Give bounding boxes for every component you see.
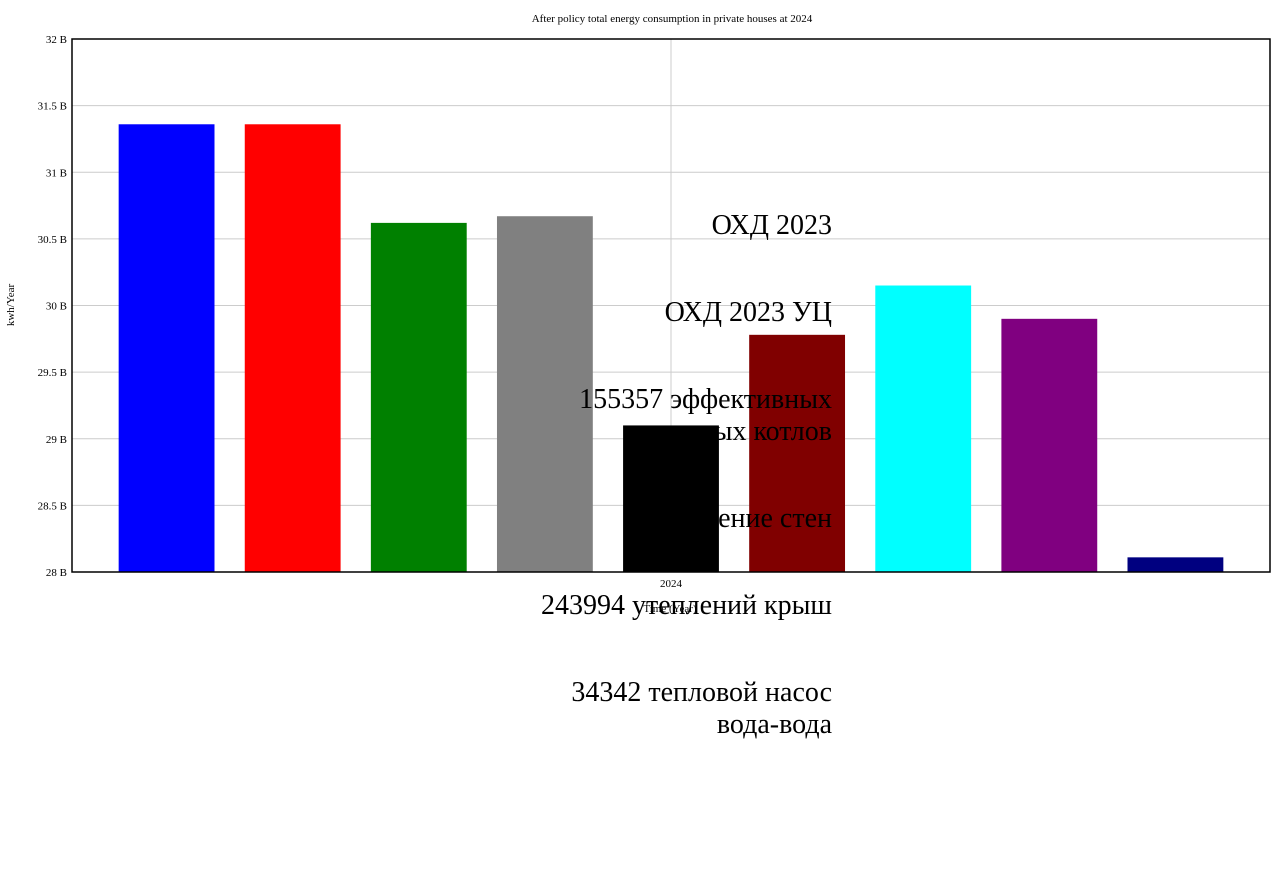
y-axis-label: kwh/Year	[5, 284, 17, 327]
legend-entry: ОХД 2023 УЦ	[664, 297, 832, 328]
y-tick-label: 28 B	[46, 567, 67, 579]
y-tick-label: 29.5 B	[38, 367, 67, 379]
legend-entry: утепление стен	[650, 503, 832, 534]
y-tick-label: 30.5 B	[38, 234, 67, 246]
legend-entry: ОХД 2023	[711, 210, 832, 241]
x-tick-label: 2024	[660, 578, 683, 590]
bar	[370, 222, 467, 572]
axes	[71, 38, 1271, 573]
plot-frame	[71, 38, 1271, 573]
y-tick-label: 31 B	[46, 167, 67, 179]
y-tick-label: 28.5 B	[38, 500, 67, 512]
legend-entry: 155357 эффективных угольных котлов	[579, 384, 832, 447]
bar	[623, 425, 719, 572]
y-tick-label: 31.5 B	[38, 101, 67, 113]
legend-entry: 243994 утеплений крыш	[541, 590, 832, 621]
x-axis-label: Time (Year)	[643, 603, 697, 615]
legend-entry: 34342 тепловой насос вода-вода	[571, 677, 832, 740]
bar	[875, 285, 972, 572]
bar	[244, 124, 341, 572]
bar	[1127, 557, 1224, 572]
chart-title: After policy total energy consumption in…	[532, 13, 813, 25]
bar	[118, 124, 215, 572]
bar	[1001, 318, 1098, 572]
y-tick-label: 29 B	[46, 434, 67, 446]
y-tick-label: 30 B	[46, 301, 67, 313]
legend: ОХД 2023 ОХД 2023 УЦ 155357 эффективных …	[512, 210, 832, 796]
tick-labels: 28 B 28.5 B 29 B 29.5 B 30 B 30.5 B 31 B 31.5 B…	[38, 34, 683, 590]
bar	[749, 334, 846, 572]
y-tick-label: 32 B	[46, 34, 67, 46]
bar	[496, 216, 593, 572]
bars	[118, 124, 1224, 572]
